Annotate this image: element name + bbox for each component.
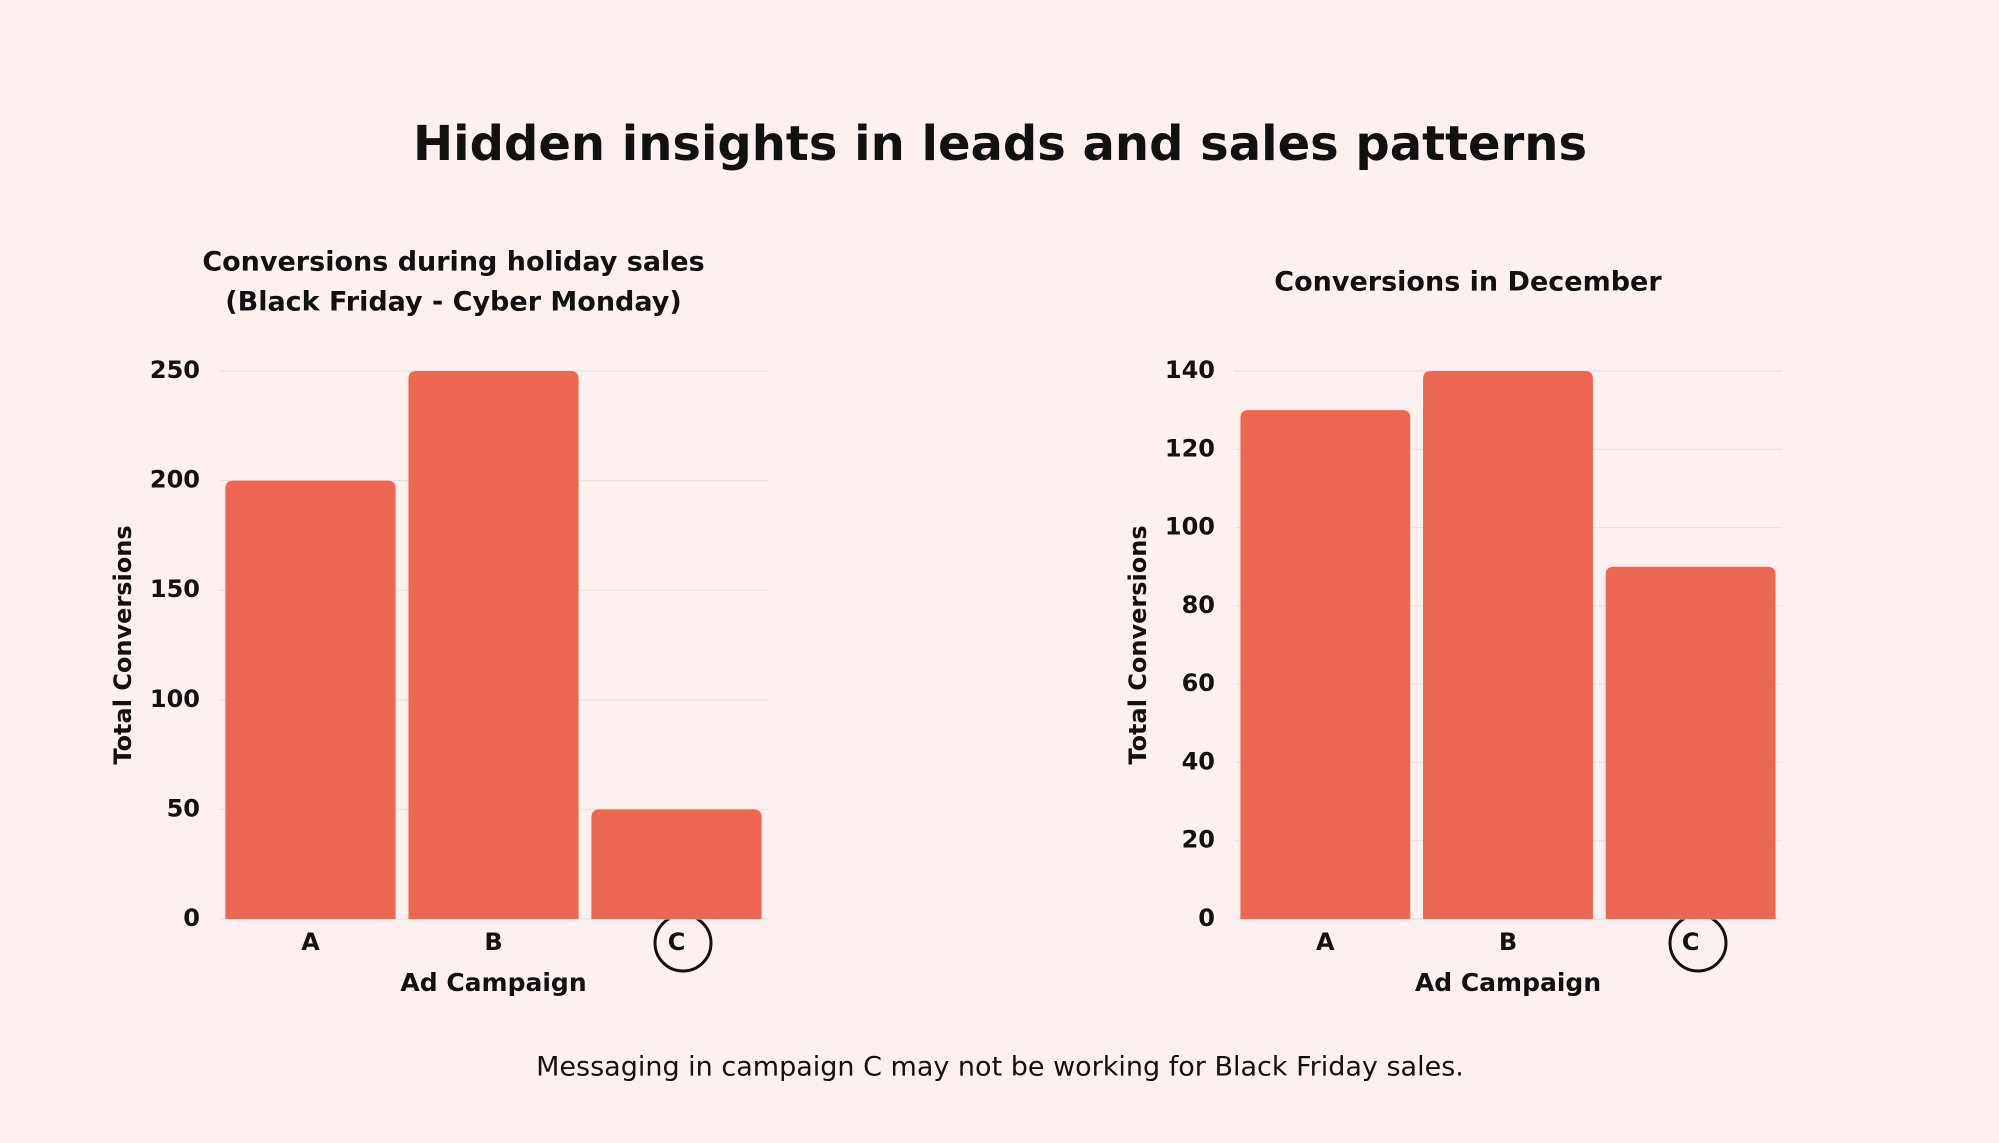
chart-title: Conversions in December [1274,267,1662,298]
bar [1605,566,1776,919]
chart-title: Conversions during holiday sales [202,247,704,278]
y-tick-label: 120 [1165,434,1215,462]
y-tick-label: 100 [150,685,200,713]
y-axis-label: Total Conversions [109,525,137,764]
bar [225,480,396,919]
y-tick-label: 200 [150,466,200,494]
x-tick-label: A [1316,928,1335,956]
x-axis-label: Ad Campaign [400,968,586,997]
x-axis-label: Ad Campaign [1415,968,1601,997]
y-tick-label: 20 [1182,826,1215,854]
x-tick-label: A [301,928,320,956]
x-tick-label: C [1682,928,1700,956]
y-tick-label: 80 [1182,591,1215,619]
page-title: Hidden insights in leads and sales patte… [413,116,1587,172]
y-tick-label: 0 [1198,904,1215,932]
y-tick-label: 0 [183,904,200,932]
y-tick-label: 60 [1182,669,1215,697]
y-axis-label: Total Conversions [1124,525,1152,764]
bar [1240,410,1411,919]
y-tick-label: 40 [1182,747,1215,775]
note: Messaging in campaign C may not be worki… [536,1052,1464,1083]
bar [591,809,762,919]
x-tick-label: B [1499,928,1517,956]
x-tick-label: B [484,928,502,956]
y-tick-label: 150 [150,575,200,603]
x-tick-label: C [668,928,686,956]
bar [408,371,579,919]
y-tick-label: 50 [167,794,200,822]
bar [1423,371,1593,919]
y-tick-label: 140 [1165,356,1215,384]
chart-subtitle: (Black Friday - Cyber Monday) [225,287,681,318]
y-tick-label: 100 [1165,513,1215,541]
y-tick-label: 250 [150,356,200,384]
